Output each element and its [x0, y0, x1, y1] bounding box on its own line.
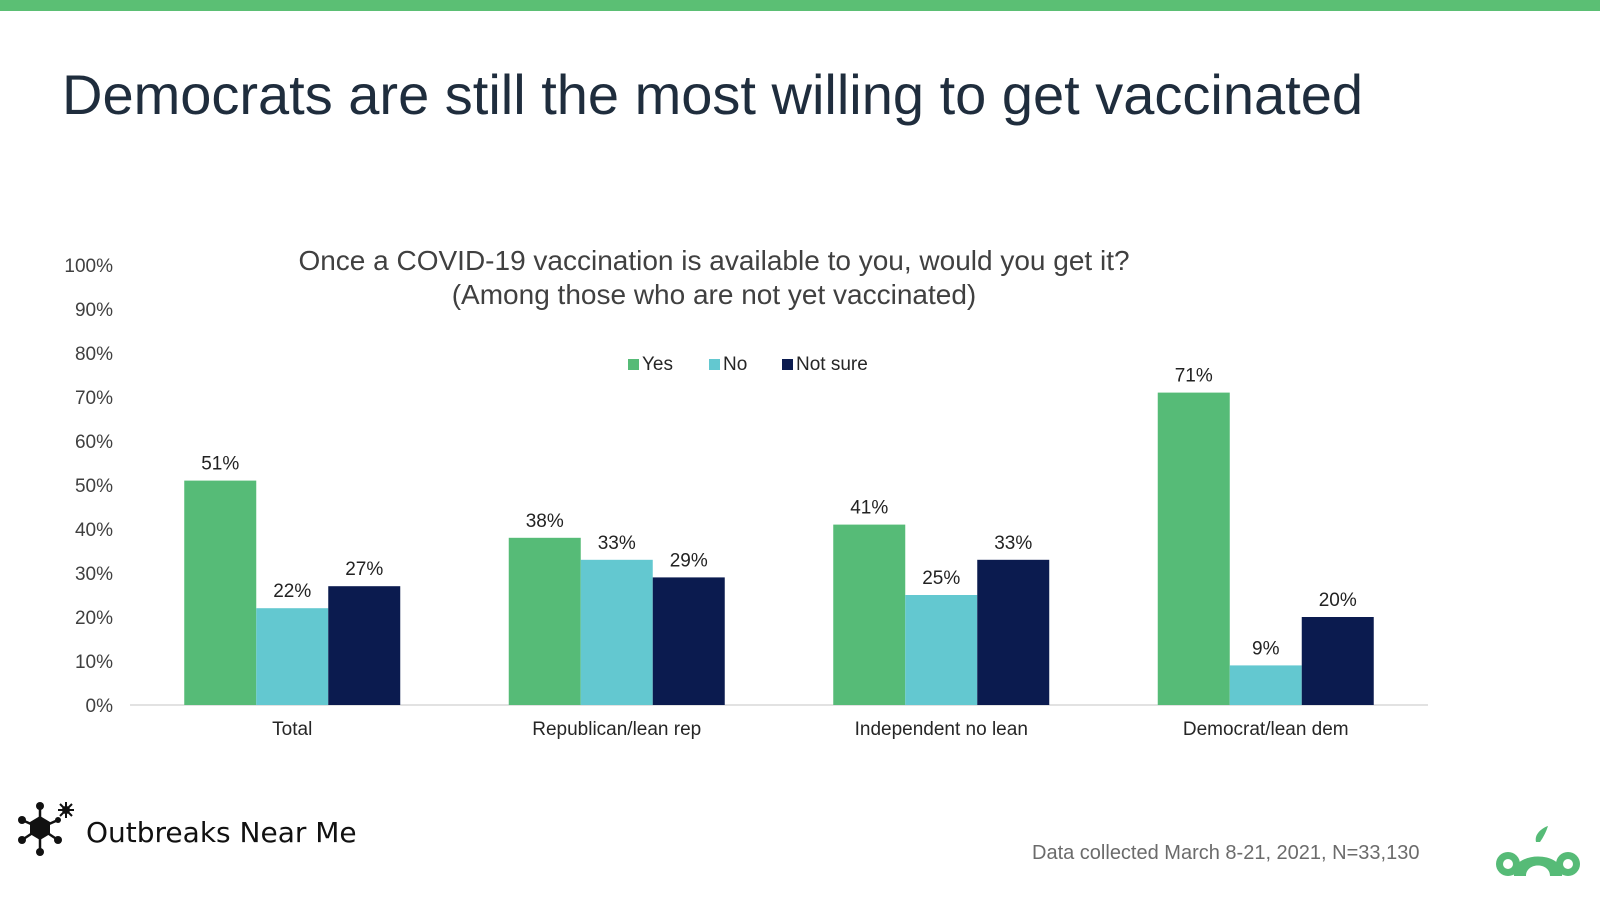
- legend-swatch: [628, 359, 639, 370]
- legend-label: Yes: [642, 354, 673, 375]
- data-label: 9%: [1252, 638, 1280, 659]
- data-label: 38%: [526, 511, 564, 532]
- virus-molecule-icon: [18, 802, 74, 856]
- category-label: Total: [272, 719, 312, 740]
- y-tick-label: 70%: [75, 388, 113, 409]
- data-label: 51%: [201, 454, 239, 475]
- data-label: 29%: [670, 550, 708, 571]
- bar-no: [256, 608, 329, 705]
- y-tick-label: 60%: [75, 432, 113, 453]
- bar-no: [580, 559, 653, 705]
- chart-subtitle: (Among those who are not yet vaccinated): [452, 279, 977, 310]
- top-accent-bar: [0, 0, 1600, 11]
- legend-swatch: [782, 359, 793, 370]
- bar-groups: 51% 22% 27% Total 38% 33% 29% Republican/lean r…: [184, 366, 1374, 740]
- data-label: 25%: [922, 568, 960, 589]
- bar-no: [905, 595, 978, 705]
- slide-title: Democrats are still the most willing to …: [62, 63, 1363, 126]
- bar-yes: [833, 524, 906, 705]
- bar-yes: [508, 537, 581, 705]
- data-label: 71%: [1175, 366, 1213, 387]
- y-tick-label: 20%: [75, 608, 113, 629]
- data-label: 22%: [273, 581, 311, 602]
- y-tick-label: 40%: [75, 520, 113, 541]
- y-tick-label: 50%: [75, 476, 113, 497]
- legend: Yes No Not sure: [628, 354, 868, 375]
- y-tick-label: 100%: [64, 256, 113, 277]
- y-tick-label: 90%: [75, 300, 113, 321]
- bar-not-sure: [652, 577, 725, 705]
- legend-label: Not sure: [796, 354, 868, 375]
- surveymonkey-logo-icon: [1496, 826, 1580, 876]
- category-label: Democrat/lean dem: [1183, 719, 1349, 740]
- y-tick-label: 10%: [75, 652, 113, 673]
- bar-no: [1229, 665, 1302, 705]
- y-tick-label: 80%: [75, 344, 113, 365]
- bar-not-sure: [1301, 617, 1374, 705]
- bar-not-sure: [328, 586, 401, 705]
- brand-name: Outbreaks Near Me: [86, 815, 357, 849]
- outbreaks-brand: Outbreaks Near Me: [16, 798, 357, 860]
- y-tick-label: 30%: [75, 564, 113, 585]
- y-axis: 0% 10% 20% 30% 40% 50% 60% 70% 80% 90% 100%: [64, 256, 113, 717]
- data-label: 33%: [598, 533, 636, 554]
- bar-yes: [184, 480, 257, 705]
- legend-swatch: [709, 359, 720, 370]
- category-label: Independent no lean: [855, 719, 1028, 740]
- y-tick-label: 0%: [86, 696, 114, 717]
- data-label: 33%: [994, 533, 1032, 554]
- bar-not-sure: [977, 559, 1050, 705]
- legend-label: No: [723, 354, 747, 375]
- data-label: 20%: [1319, 590, 1357, 611]
- data-label: 41%: [850, 498, 888, 519]
- category-label: Republican/lean rep: [532, 719, 701, 740]
- data-footnote: Data collected March 8-21, 2021, N=33,13…: [1032, 842, 1420, 864]
- data-label: 27%: [345, 559, 383, 580]
- bar-yes: [1157, 392, 1230, 705]
- chart-title: Once a COVID-19 vaccination is available…: [298, 245, 1129, 276]
